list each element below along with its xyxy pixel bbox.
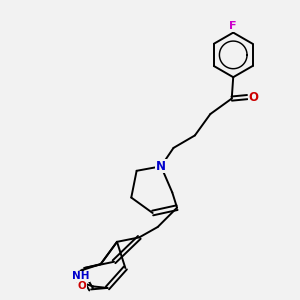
Text: O: O <box>78 281 86 291</box>
Text: N: N <box>156 160 166 173</box>
Text: NH: NH <box>72 271 89 281</box>
Text: F: F <box>230 21 237 31</box>
Text: O: O <box>249 91 259 103</box>
